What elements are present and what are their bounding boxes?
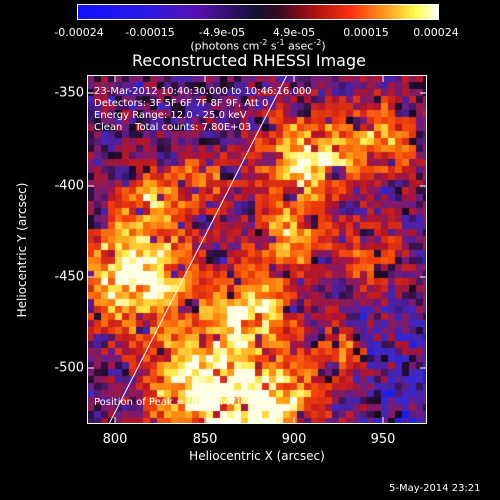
peak-position-text: Position of Peak = [813,-447] <box>94 397 241 408</box>
limb-overlay <box>87 75 427 424</box>
y-axis-label: Heliocentric Y (arcsec) <box>15 182 29 318</box>
plot-title: Reconstructed RHESSI Image <box>132 51 366 70</box>
colorbar <box>77 4 439 20</box>
y-tick-label: -450 <box>54 269 84 285</box>
colorbar-tick-label: -4.9e-05 <box>198 26 246 39</box>
x-tick-label: 850 <box>192 432 218 447</box>
colorbar-tick-label: 0.00015 <box>343 26 389 39</box>
y-tick-label: -350 <box>54 85 84 101</box>
x-tick-label: 800 <box>102 432 128 447</box>
colorbar-units: (photons cm-2 s-1 asec-2) <box>190 38 326 53</box>
x-axis-label: Heliocentric X (arcsec) <box>189 449 325 463</box>
solar-limb-line <box>108 75 288 424</box>
method-counts-text: Clean Total counts: 7.80E+03 <box>94 122 252 133</box>
colorbar-gradient <box>78 5 438 19</box>
y-tick-label: -500 <box>54 360 84 376</box>
x-tick-label: 950 <box>370 432 396 447</box>
y-tick-label: -400 <box>54 178 84 194</box>
colorbar-tick-label: 4.9e-05 <box>272 26 316 39</box>
date-stamp: 5-May-2014 23:21 <box>389 483 481 494</box>
colorbar-tick-label: 0.00024 <box>413 26 459 39</box>
energy-range-text: Energy Range: 12.0 - 25.0 keV <box>94 110 247 121</box>
time-range-text: 23-Mar-2012 10:40:30.000 to 10:46:16.000 <box>94 86 312 97</box>
colorbar-tick-label: -0.00015 <box>125 26 175 39</box>
detectors-text: Detectors: 3F 5F 6F 7F 8F 9F, Att 0 <box>94 98 269 109</box>
x-tick-label: 900 <box>281 432 307 447</box>
colorbar-tick-label: -0.00024 <box>54 26 104 39</box>
